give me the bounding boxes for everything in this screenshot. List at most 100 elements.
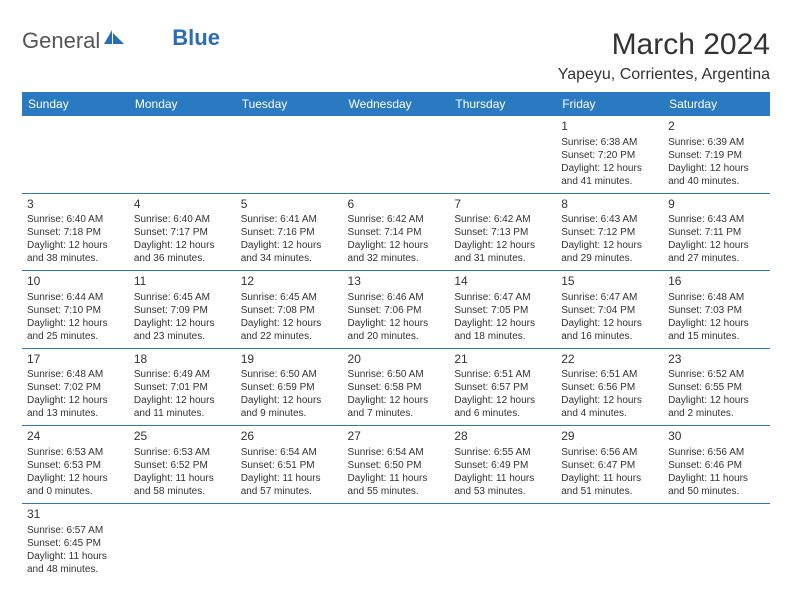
daylight-text: and 20 minutes. bbox=[348, 330, 445, 343]
sunrise-text: Sunrise: 6:56 AM bbox=[561, 446, 658, 459]
day-number: 21 bbox=[454, 352, 551, 368]
sunset-text: Sunset: 7:11 PM bbox=[668, 226, 765, 239]
empty-cell bbox=[449, 116, 556, 193]
day-number: 26 bbox=[241, 429, 338, 445]
sunset-text: Sunset: 7:18 PM bbox=[27, 226, 124, 239]
daylight-text: and 34 minutes. bbox=[241, 252, 338, 265]
daylight-text: Daylight: 11 hours bbox=[134, 472, 231, 485]
day-number: 3 bbox=[27, 197, 124, 213]
sunrise-text: Sunrise: 6:52 AM bbox=[668, 368, 765, 381]
calendar-body: 1Sunrise: 6:38 AMSunset: 7:20 PMDaylight… bbox=[22, 116, 770, 581]
sunset-text: Sunset: 6:56 PM bbox=[561, 381, 658, 394]
day-cell: 16Sunrise: 6:48 AMSunset: 7:03 PMDayligh… bbox=[663, 271, 770, 349]
sunset-text: Sunset: 7:14 PM bbox=[348, 226, 445, 239]
day-cell: 23Sunrise: 6:52 AMSunset: 6:55 PMDayligh… bbox=[663, 348, 770, 426]
daylight-text: Daylight: 12 hours bbox=[561, 162, 658, 175]
calendar-table: SundayMondayTuesdayWednesdayThursdayFrid… bbox=[22, 92, 770, 581]
sunrise-text: Sunrise: 6:53 AM bbox=[134, 446, 231, 459]
daylight-text: and 27 minutes. bbox=[668, 252, 765, 265]
daylight-text: Daylight: 11 hours bbox=[27, 550, 124, 563]
daylight-text: and 29 minutes. bbox=[561, 252, 658, 265]
sunset-text: Sunset: 6:50 PM bbox=[348, 459, 445, 472]
day-number: 11 bbox=[134, 274, 231, 290]
daylight-text: and 23 minutes. bbox=[134, 330, 231, 343]
daylight-text: and 51 minutes. bbox=[561, 485, 658, 498]
day-number: 5 bbox=[241, 197, 338, 213]
day-cell: 21Sunrise: 6:51 AMSunset: 6:57 PMDayligh… bbox=[449, 348, 556, 426]
sunrise-text: Sunrise: 6:42 AM bbox=[348, 213, 445, 226]
daylight-text: Daylight: 12 hours bbox=[241, 394, 338, 407]
calendar-row: 3Sunrise: 6:40 AMSunset: 7:18 PMDaylight… bbox=[22, 193, 770, 271]
day-number: 29 bbox=[561, 429, 658, 445]
day-cell: 22Sunrise: 6:51 AMSunset: 6:56 PMDayligh… bbox=[556, 348, 663, 426]
sunset-text: Sunset: 6:47 PM bbox=[561, 459, 658, 472]
sunrise-text: Sunrise: 6:54 AM bbox=[241, 446, 338, 459]
sunrise-text: Sunrise: 6:48 AM bbox=[668, 291, 765, 304]
day-cell: 29Sunrise: 6:56 AMSunset: 6:47 PMDayligh… bbox=[556, 426, 663, 504]
daylight-text: Daylight: 12 hours bbox=[134, 317, 231, 330]
day-number: 22 bbox=[561, 352, 658, 368]
daylight-text: and 25 minutes. bbox=[27, 330, 124, 343]
day-number: 27 bbox=[348, 429, 445, 445]
daylight-text: and 50 minutes. bbox=[668, 485, 765, 498]
daylight-text: Daylight: 12 hours bbox=[348, 317, 445, 330]
calendar-head: SundayMondayTuesdayWednesdayThursdayFrid… bbox=[22, 92, 770, 116]
day-cell: 20Sunrise: 6:50 AMSunset: 6:58 PMDayligh… bbox=[343, 348, 450, 426]
sunrise-text: Sunrise: 6:50 AM bbox=[348, 368, 445, 381]
daylight-text: and 11 minutes. bbox=[134, 407, 231, 420]
calendar-row: 10Sunrise: 6:44 AMSunset: 7:10 PMDayligh… bbox=[22, 271, 770, 349]
day-cell: 9Sunrise: 6:43 AMSunset: 7:11 PMDaylight… bbox=[663, 193, 770, 271]
sunset-text: Sunset: 7:17 PM bbox=[134, 226, 231, 239]
sunset-text: Sunset: 6:52 PM bbox=[134, 459, 231, 472]
sunrise-text: Sunrise: 6:46 AM bbox=[348, 291, 445, 304]
daylight-text: Daylight: 12 hours bbox=[348, 239, 445, 252]
sunrise-text: Sunrise: 6:39 AM bbox=[668, 136, 765, 149]
daylight-text: Daylight: 11 hours bbox=[668, 472, 765, 485]
sunset-text: Sunset: 7:02 PM bbox=[27, 381, 124, 394]
daylight-text: Daylight: 12 hours bbox=[27, 472, 124, 485]
logo-text-general: General bbox=[22, 28, 100, 54]
sunrise-text: Sunrise: 6:43 AM bbox=[561, 213, 658, 226]
empty-cell bbox=[449, 503, 556, 580]
daylight-text: and 36 minutes. bbox=[134, 252, 231, 265]
daylight-text: Daylight: 12 hours bbox=[454, 317, 551, 330]
sunset-text: Sunset: 6:51 PM bbox=[241, 459, 338, 472]
daylight-text: and 32 minutes. bbox=[348, 252, 445, 265]
day-cell: 13Sunrise: 6:46 AMSunset: 7:06 PMDayligh… bbox=[343, 271, 450, 349]
calendar-row: 31Sunrise: 6:57 AMSunset: 6:45 PMDayligh… bbox=[22, 503, 770, 580]
sunrise-text: Sunrise: 6:41 AM bbox=[241, 213, 338, 226]
day-number: 24 bbox=[27, 429, 124, 445]
daylight-text: and 58 minutes. bbox=[134, 485, 231, 498]
sunset-text: Sunset: 6:49 PM bbox=[454, 459, 551, 472]
day-number: 7 bbox=[454, 197, 551, 213]
daylight-text: Daylight: 12 hours bbox=[454, 239, 551, 252]
day-number: 4 bbox=[134, 197, 231, 213]
day-number: 20 bbox=[348, 352, 445, 368]
daylight-text: and 13 minutes. bbox=[27, 407, 124, 420]
empty-cell bbox=[129, 116, 236, 193]
day-number: 8 bbox=[561, 197, 658, 213]
daylight-text: and 6 minutes. bbox=[454, 407, 551, 420]
sunrise-text: Sunrise: 6:45 AM bbox=[241, 291, 338, 304]
day-number: 13 bbox=[348, 274, 445, 290]
day-cell: 8Sunrise: 6:43 AMSunset: 7:12 PMDaylight… bbox=[556, 193, 663, 271]
sunrise-text: Sunrise: 6:47 AM bbox=[561, 291, 658, 304]
sunrise-text: Sunrise: 6:47 AM bbox=[454, 291, 551, 304]
sunrise-text: Sunrise: 6:48 AM bbox=[27, 368, 124, 381]
sunset-text: Sunset: 6:57 PM bbox=[454, 381, 551, 394]
sunset-text: Sunset: 6:59 PM bbox=[241, 381, 338, 394]
day-cell: 26Sunrise: 6:54 AMSunset: 6:51 PMDayligh… bbox=[236, 426, 343, 504]
weekday-header: Thursday bbox=[449, 92, 556, 116]
sunset-text: Sunset: 7:12 PM bbox=[561, 226, 658, 239]
sunrise-text: Sunrise: 6:42 AM bbox=[454, 213, 551, 226]
day-number: 15 bbox=[561, 274, 658, 290]
daylight-text: Daylight: 11 hours bbox=[561, 472, 658, 485]
month-title: March 2024 bbox=[558, 28, 770, 62]
daylight-text: and 22 minutes. bbox=[241, 330, 338, 343]
daylight-text: Daylight: 12 hours bbox=[561, 317, 658, 330]
sunset-text: Sunset: 6:55 PM bbox=[668, 381, 765, 394]
sunset-text: Sunset: 6:46 PM bbox=[668, 459, 765, 472]
day-number: 19 bbox=[241, 352, 338, 368]
weekday-header: Friday bbox=[556, 92, 663, 116]
daylight-text: Daylight: 11 hours bbox=[241, 472, 338, 485]
